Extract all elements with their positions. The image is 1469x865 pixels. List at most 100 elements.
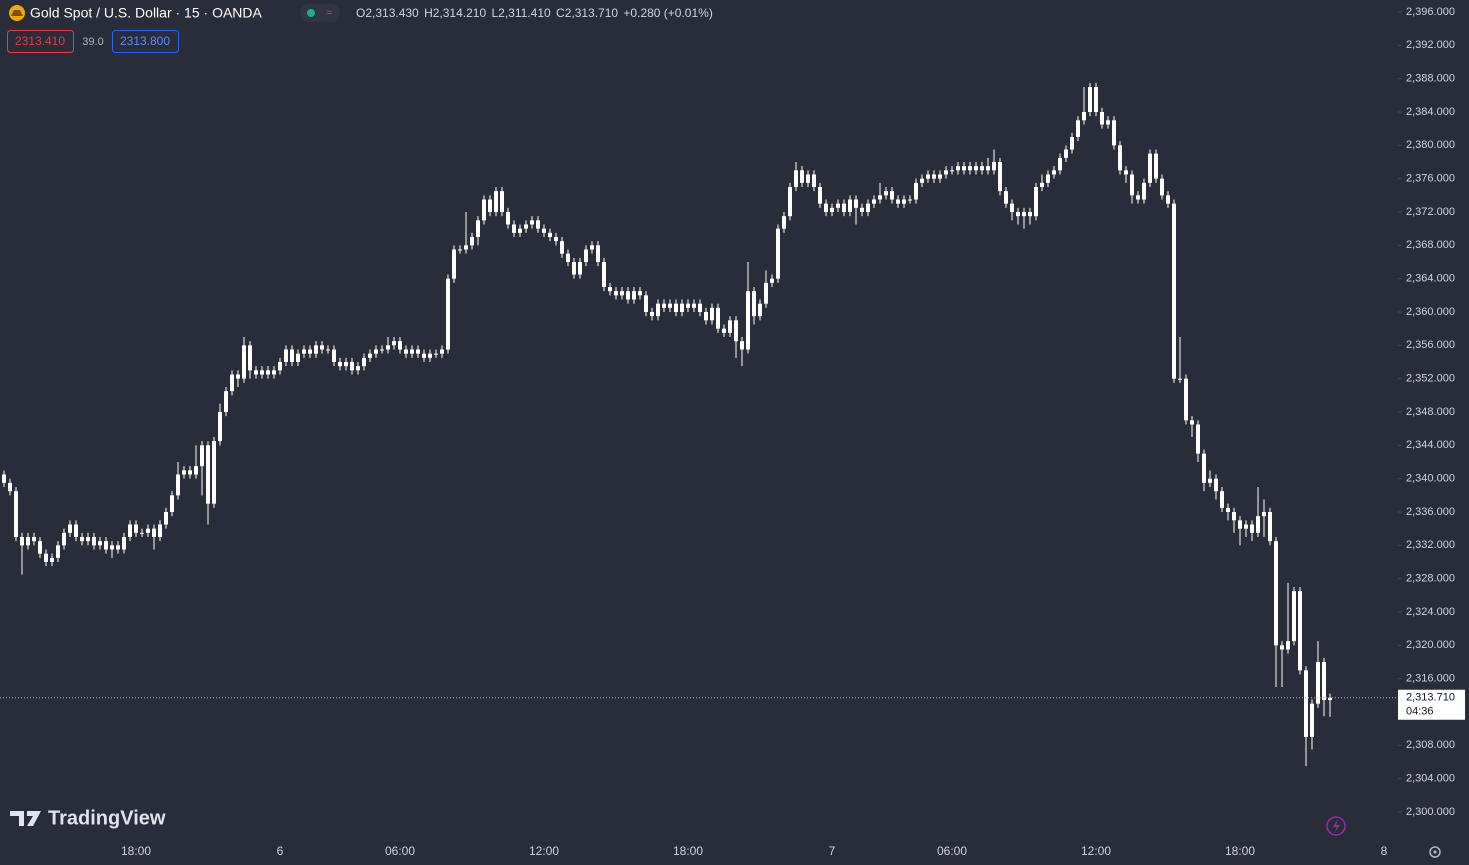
- candle-body: [626, 291, 630, 300]
- candle-body: [1082, 112, 1086, 121]
- candle-body: [248, 345, 252, 371]
- candle-body: [260, 370, 264, 375]
- candle-body: [812, 174, 816, 187]
- x-tick-label: 12:00: [1081, 844, 1111, 858]
- y-tick-label: 2,384.000: [1406, 106, 1455, 118]
- candle-body: [1106, 120, 1110, 125]
- candle-body: [14, 491, 18, 537]
- candle-body: [1304, 670, 1308, 737]
- y-tick-label: 2,324.000: [1406, 606, 1455, 618]
- candle-body: [104, 541, 108, 550]
- settings-icon[interactable]: [1429, 846, 1441, 858]
- candle-body: [1190, 420, 1194, 425]
- last-price-label: 2,313.710: [1406, 692, 1455, 704]
- candle-body: [134, 524, 138, 533]
- candle-body: [608, 287, 612, 292]
- candle-body: [1046, 174, 1050, 183]
- candle-body: [1136, 195, 1140, 200]
- candle-body: [920, 178, 924, 183]
- candle-body: [776, 228, 780, 279]
- candle-body: [644, 295, 648, 312]
- buy-price: 2313.800: [120, 34, 170, 48]
- candle-body: [92, 537, 96, 546]
- candle-body: [50, 557, 54, 562]
- candle-body: [296, 353, 300, 362]
- alert-icon[interactable]: [1326, 816, 1346, 836]
- y-tick-label: 2,344.000: [1406, 439, 1455, 451]
- spread: 39.0: [82, 36, 103, 48]
- candle-body: [890, 191, 894, 200]
- candle-body: [320, 345, 324, 350]
- candle-body: [2, 474, 6, 483]
- candle-body: [1130, 174, 1134, 196]
- candle-body: [308, 349, 312, 354]
- x-tick-label: 18:00: [673, 844, 703, 858]
- y-tick-label: 2,340.000: [1406, 473, 1455, 485]
- candle-body: [1034, 187, 1038, 217]
- buy-button[interactable]: [112, 30, 179, 53]
- logo-text[interactable]: TradingView: [48, 807, 166, 829]
- candle-body: [998, 162, 1002, 192]
- candle-body: [1028, 212, 1032, 217]
- candle-body: [1250, 524, 1254, 533]
- candle-body: [1118, 145, 1122, 171]
- y-tick-label: 2,392.000: [1406, 39, 1455, 51]
- y-tick-label: 2,348.000: [1406, 406, 1455, 418]
- candle-body: [686, 303, 690, 308]
- candle-body: [332, 349, 336, 362]
- y-tick-label: 2,320.000: [1406, 639, 1455, 651]
- candle-body: [458, 249, 462, 251]
- y-tick-label: 2,372.000: [1406, 206, 1455, 218]
- candle-body: [794, 170, 798, 187]
- candle-body: [1238, 520, 1242, 529]
- candle-body: [494, 191, 498, 212]
- candle-body: [1040, 182, 1044, 187]
- candle-body: [758, 303, 762, 317]
- countdown: 04:36: [1406, 706, 1434, 718]
- candle-body: [710, 307, 714, 321]
- candle-body: [32, 537, 36, 542]
- ohlc-value: 2,313.710: [565, 6, 619, 20]
- alert-bolt: [1333, 819, 1340, 833]
- candle-body: [560, 241, 564, 254]
- candle-body: [872, 199, 876, 204]
- candle-body: [56, 545, 60, 558]
- sell-button[interactable]: [7, 30, 74, 53]
- status-pill[interactable]: [300, 4, 340, 22]
- candle-body: [1094, 87, 1098, 112]
- candle-body: [746, 291, 750, 350]
- candle-body: [206, 445, 210, 504]
- candle-body: [602, 262, 606, 287]
- symbol-title[interactable]: Gold Spot / U.S. Dollar · 15 · OANDA: [30, 5, 263, 21]
- candle-body: [590, 245, 594, 250]
- candle-body: [1268, 512, 1272, 542]
- last-price-box: [1398, 689, 1465, 720]
- candle-body: [1214, 478, 1218, 492]
- candle-body: [398, 341, 402, 350]
- candle-body: [1220, 491, 1224, 508]
- candle-body: [476, 220, 480, 237]
- candle-body: [278, 362, 282, 371]
- candle-body: [824, 203, 828, 212]
- sell-price: 2313.410: [15, 34, 65, 48]
- candle-body: [548, 232, 552, 237]
- candle-body: [1004, 191, 1008, 204]
- candle-body: [1124, 170, 1128, 175]
- ohlc-key: H: [424, 6, 433, 20]
- candle-body: [290, 349, 294, 362]
- candle-body: [1274, 541, 1278, 646]
- candle-body: [446, 278, 450, 350]
- candle-body: [68, 524, 72, 533]
- candle-body: [926, 174, 930, 179]
- x-tick-label: 18:00: [121, 844, 151, 858]
- candle-body: [698, 303, 702, 312]
- candle-body: [1208, 478, 1212, 483]
- y-tick-label: 2,368.000: [1406, 239, 1455, 251]
- candle-body: [302, 349, 306, 354]
- candle-body: [1142, 182, 1146, 200]
- candle-body: [1310, 703, 1314, 737]
- candle-body: [128, 524, 132, 537]
- candle-body: [1322, 662, 1326, 701]
- candle-body: [878, 195, 882, 200]
